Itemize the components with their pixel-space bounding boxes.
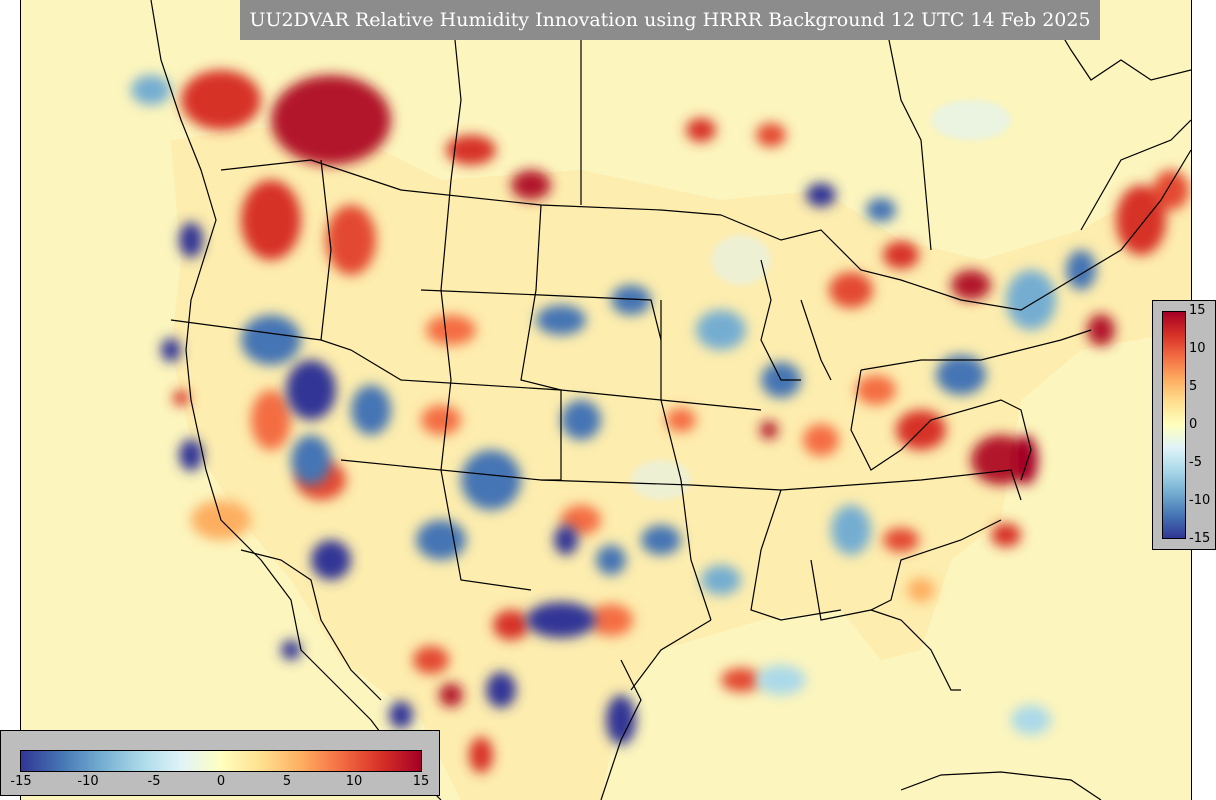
colorbar-vertical-tick: -10 [1189,493,1211,508]
colorbar-horizontal-tick: 10 [345,774,363,789]
colorbar-vertical-tick: -15 [1189,531,1211,546]
colorbar-vertical-tick: 5 [1189,379,1198,394]
colorbar-horizontal-tick: -15 [10,774,32,789]
colorbar-horizontal-tick: 5 [282,774,292,789]
colorbar-vertical-tick: -5 [1189,455,1202,470]
colorbar-vertical-tick: 0 [1189,417,1198,432]
colorbar-vertical: 15 10 5 0 -5 -10 -15 [1152,300,1216,550]
positive-innovation-blobs [173,70,1189,773]
colorbar-horizontal-ramp [20,750,422,772]
colorbar-horizontal-tick: -5 [147,774,161,789]
humidity-innovation-map [21,0,1191,800]
colorbar-horizontal-tick: -10 [77,774,99,789]
neutral-patches [631,100,1011,500]
colorbar-vertical-ramp [1162,311,1186,539]
negative-innovation-blobs [131,75,1096,745]
colorbar-horizontal-tick: 0 [216,774,226,789]
colorbar-horizontal: -15 -10 -5 0 5 10 15 [0,730,440,796]
map-panel [20,0,1192,800]
colorbar-vertical-tick: 15 [1189,303,1206,318]
colorbar-horizontal-tick: 15 [412,774,430,789]
map-title: UU2DVAR Relative Humidity Innovation usi… [240,0,1100,40]
colorbar-vertical-tick: 10 [1189,341,1206,356]
coastlines-and-borders [150,0,1191,800]
